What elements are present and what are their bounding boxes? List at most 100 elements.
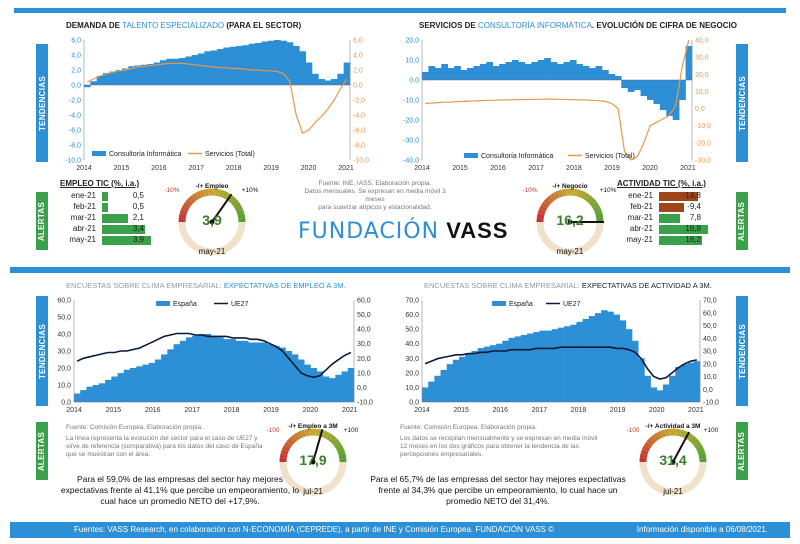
- bar-mark: [576, 64, 584, 80]
- x-tick-label: 2017: [528, 165, 544, 172]
- gauge-arc-segment: [215, 188, 221, 197]
- source-note: Fuente: INE, IASS. Elaboración propia. Da…: [304, 180, 446, 211]
- gauge-min: -10%: [522, 187, 537, 194]
- bar-mark: [679, 80, 686, 100]
- gauge-needle: [312, 429, 324, 463]
- bar-mark: [441, 64, 449, 80]
- bar-mark: [446, 364, 454, 402]
- bar-mark: [595, 66, 603, 80]
- gauge-max: +100: [344, 427, 359, 434]
- bar-mark: [291, 354, 299, 402]
- chart-talento: 6,0 4,0 2,0 0,0 -2,0 -4,0 -6,0 -8,0 -10,0 6,0 4,0 2…: [65, 38, 369, 173]
- gauge-hub: [567, 219, 573, 225]
- side-tab-tendencias-2: TENDENCIAS: [736, 44, 748, 162]
- legend-swatch-bars: [156, 301, 170, 306]
- gauge-arc-segment: [286, 438, 295, 446]
- gauge-arc-segment: [594, 209, 603, 216]
- gauge-date: jul-21: [302, 487, 323, 496]
- x-tick-label: 2016: [145, 407, 161, 414]
- legend-label-bars: Consultoría Informática: [481, 153, 553, 160]
- bar-mark: [316, 371, 324, 402]
- x-tick-label: 2014: [414, 407, 430, 414]
- y-tick-label: 40,0: [57, 332, 71, 339]
- gauge-arc-segment: [592, 205, 601, 212]
- bar-mark: [638, 358, 645, 402]
- y-tick-label: 70,0: [405, 298, 419, 305]
- y-tick-label: -20,0: [403, 118, 419, 125]
- gauge-arc-segment: [588, 198, 597, 206]
- gauge-arc-segment: [338, 453, 347, 459]
- bar-mark: [428, 381, 435, 402]
- bar-mark: [305, 62, 313, 85]
- bar-mark: [341, 371, 349, 402]
- gauge-arc-segment: [283, 441, 293, 449]
- bar-mark: [505, 62, 513, 80]
- legend-label-line: UE27: [231, 301, 249, 308]
- gauge-arc-segment: [695, 445, 704, 452]
- bar-mark: [602, 70, 609, 80]
- x-tick-label: 2017: [184, 407, 200, 414]
- bar-mark: [254, 342, 261, 402]
- bar-mark: [210, 50, 218, 85]
- gauge-arc-segment: [580, 191, 587, 200]
- bar-mark: [84, 85, 91, 88]
- bar-mark: [632, 340, 639, 402]
- bar-mark: [260, 342, 268, 402]
- chart3-summary: Para el 59,0% de las empresas del sector…: [60, 474, 300, 506]
- bar-mark: [173, 344, 181, 402]
- bar-mark: [502, 340, 509, 402]
- bar-mark: [685, 46, 693, 80]
- bar-mark: [496, 343, 503, 402]
- gauge-arc-segment: [642, 445, 651, 452]
- bar-mark: [440, 369, 448, 402]
- row-label: feb-21: [73, 202, 96, 211]
- y2-tick-label: 2,0: [353, 68, 363, 75]
- y-tick-label: 0,0: [71, 83, 81, 90]
- bar-mark: [601, 310, 608, 402]
- bar-mark: [204, 51, 211, 85]
- x-tick-label: 2019: [610, 407, 626, 414]
- bar-mark: [569, 60, 577, 80]
- gauge-arc-segment: [300, 429, 307, 438]
- bar-mark: [564, 326, 571, 402]
- y2-tick-label: 0,0: [695, 106, 705, 113]
- side-tab-tendencias-3: TENDENCIAS: [36, 296, 48, 406]
- bar-mark: [74, 393, 81, 402]
- gauge-arc-segment: [539, 205, 548, 212]
- row-value: 3,9: [132, 235, 144, 244]
- gauge-arc-segment: [561, 188, 567, 197]
- x-tick-label: 2020: [649, 407, 665, 414]
- gauge-arc-segment: [296, 431, 303, 440]
- gauge-lower-arc: [178, 221, 246, 256]
- row-value: 0,5: [132, 191, 144, 200]
- row-label: may-21: [626, 235, 653, 244]
- bar-mark: [666, 80, 674, 116]
- x-tick-label: 2015: [106, 407, 122, 414]
- gauge-date: may-21: [199, 247, 226, 256]
- bar-mark: [672, 80, 680, 120]
- gauge-arc-segment: [195, 191, 202, 200]
- gauge-title: -/+ Empleo a 3M: [288, 423, 337, 430]
- bar-mark: [285, 351, 293, 402]
- bar-mark: [248, 43, 256, 85]
- footer-bar: Fuentes: VASS Research, en colaboración …: [10, 522, 790, 538]
- chart4-title: ENCUESTAS SOBRE CLIMA EMPRESARIAL: EXPEC…: [424, 281, 712, 290]
- side-tab-alertas-4: ALERTAS: [736, 422, 748, 480]
- gauge-arc-segment: [304, 428, 310, 437]
- bar-mark: [154, 359, 162, 402]
- table-row: abr-21 3,4: [60, 224, 180, 235]
- gauge-arc-segment: [185, 198, 194, 206]
- bar-mark: [198, 334, 205, 402]
- x-tick-label: 2015: [114, 165, 130, 172]
- bar-mark: [310, 368, 317, 402]
- bar-mark: [524, 64, 532, 80]
- value-bar: [102, 203, 109, 212]
- gauge-arc-segment: [686, 432, 694, 442]
- gauge-arc-segment: [178, 213, 187, 219]
- x-tick-label: 2018: [571, 407, 587, 414]
- bar-mark: [103, 73, 110, 85]
- bar-mark: [335, 374, 342, 402]
- gauge-arc-segment: [179, 209, 188, 216]
- bar-mark: [545, 330, 553, 402]
- bar-mark: [669, 375, 676, 402]
